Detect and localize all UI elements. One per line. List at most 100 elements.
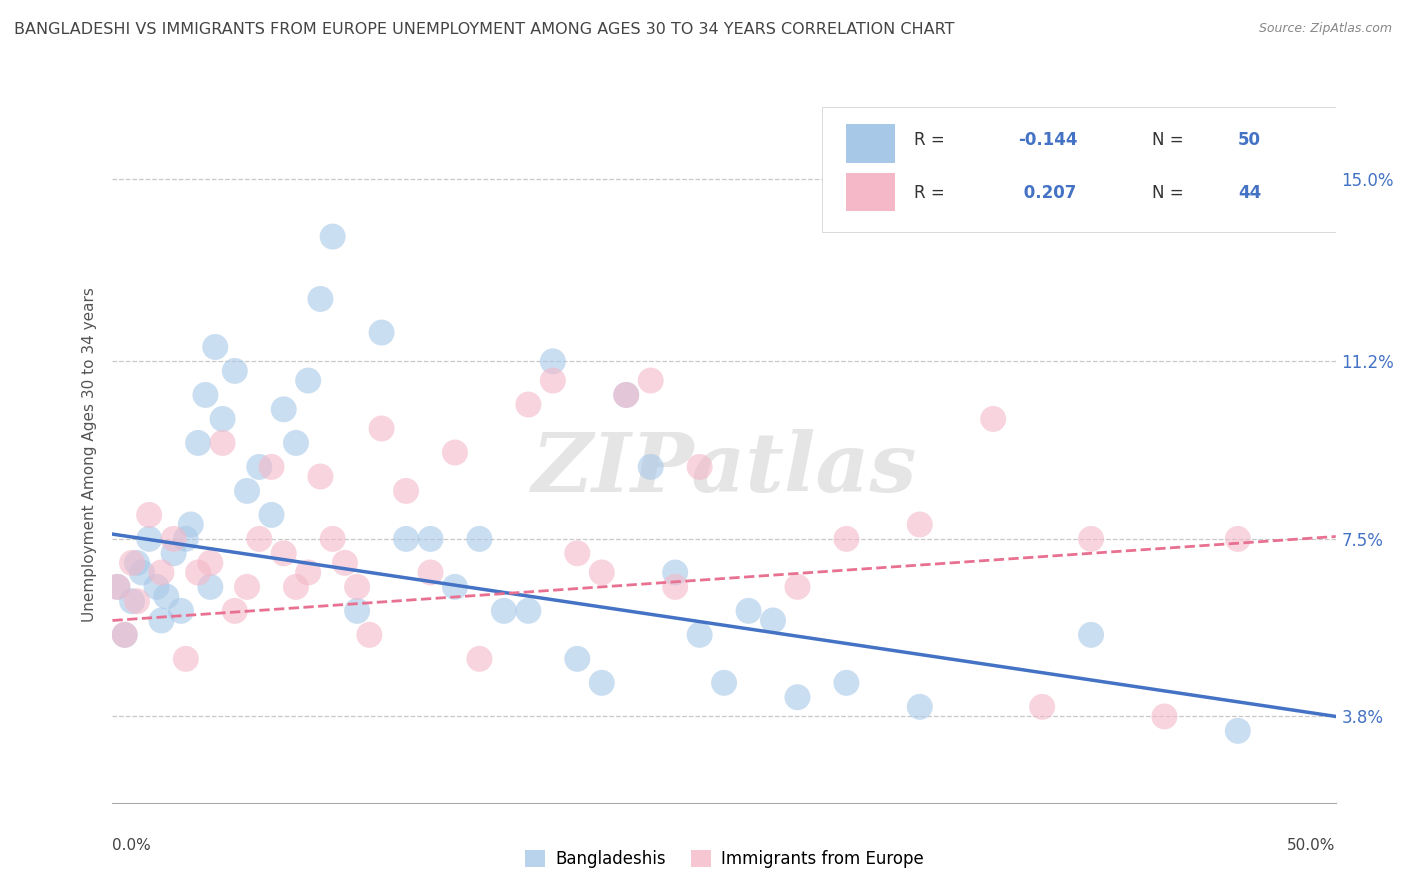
Point xyxy=(150,614,173,628)
Point xyxy=(180,517,202,532)
Point xyxy=(1153,709,1175,723)
Text: 44: 44 xyxy=(1237,184,1261,202)
Point xyxy=(260,459,283,474)
Point xyxy=(187,436,209,450)
Point xyxy=(131,566,153,580)
Point xyxy=(284,436,308,450)
Point xyxy=(444,580,467,594)
Point xyxy=(762,614,785,628)
Point xyxy=(981,412,1004,426)
Point xyxy=(247,459,270,474)
Point xyxy=(211,436,233,450)
Point xyxy=(541,354,564,368)
Point xyxy=(204,340,226,354)
Point xyxy=(322,229,344,244)
Point xyxy=(395,483,418,498)
Point xyxy=(713,676,735,690)
Point xyxy=(297,566,319,580)
Point xyxy=(200,556,222,570)
Point xyxy=(517,604,540,618)
Point xyxy=(174,532,197,546)
Point xyxy=(155,590,177,604)
Text: 50.0%: 50.0% xyxy=(1288,838,1336,854)
Point xyxy=(150,566,173,580)
Point xyxy=(333,556,356,570)
Point xyxy=(138,532,160,546)
Point xyxy=(114,628,136,642)
FancyBboxPatch shape xyxy=(846,124,896,162)
Point xyxy=(284,580,308,594)
Point xyxy=(105,580,128,594)
Point xyxy=(224,604,246,618)
Point xyxy=(359,628,381,642)
Point xyxy=(1226,723,1249,738)
Point xyxy=(370,326,392,340)
Point xyxy=(200,580,222,594)
Point xyxy=(591,566,613,580)
Point xyxy=(419,566,441,580)
Point xyxy=(170,604,193,618)
Point xyxy=(145,580,167,594)
Point xyxy=(1080,532,1102,546)
Point xyxy=(105,580,128,594)
Point xyxy=(835,676,858,690)
Text: ZIPatlas: ZIPatlas xyxy=(531,429,917,508)
Point xyxy=(163,532,186,546)
Point xyxy=(419,532,441,546)
Point xyxy=(1080,628,1102,642)
Point xyxy=(1226,532,1249,546)
Point xyxy=(236,580,259,594)
Point xyxy=(664,566,686,580)
Point xyxy=(614,388,637,402)
Text: 0.207: 0.207 xyxy=(1018,184,1076,202)
Text: BANGLADESHI VS IMMIGRANTS FROM EUROPE UNEMPLOYMENT AMONG AGES 30 TO 34 YEARS COR: BANGLADESHI VS IMMIGRANTS FROM EUROPE UN… xyxy=(14,22,955,37)
Point xyxy=(273,546,295,560)
Point xyxy=(163,546,186,560)
Point xyxy=(835,532,858,546)
Point xyxy=(260,508,283,522)
Point xyxy=(174,652,197,666)
Point xyxy=(346,604,368,618)
Point xyxy=(211,412,233,426)
Point xyxy=(1031,699,1053,714)
Text: 0.0%: 0.0% xyxy=(112,838,152,854)
Point xyxy=(247,532,270,546)
Text: R =: R = xyxy=(914,131,945,149)
Text: Source: ZipAtlas.com: Source: ZipAtlas.com xyxy=(1258,22,1392,36)
Text: 50: 50 xyxy=(1237,131,1261,149)
Point xyxy=(640,459,662,474)
Point xyxy=(395,532,418,546)
Point xyxy=(492,604,515,618)
Point xyxy=(121,556,143,570)
Point xyxy=(640,374,662,388)
Point xyxy=(194,388,217,402)
Point xyxy=(541,374,564,388)
Point xyxy=(908,517,931,532)
Point xyxy=(309,469,332,483)
Point xyxy=(370,421,392,435)
Point xyxy=(468,652,491,666)
Text: R =: R = xyxy=(914,184,945,202)
Point xyxy=(125,556,148,570)
FancyBboxPatch shape xyxy=(846,173,896,211)
Point xyxy=(689,628,711,642)
Point xyxy=(309,292,332,306)
Point xyxy=(273,402,295,417)
Point xyxy=(737,604,759,618)
Point xyxy=(138,508,160,522)
Point xyxy=(689,459,711,474)
Point xyxy=(187,566,209,580)
Legend: Bangladeshis, Immigrants from Europe: Bangladeshis, Immigrants from Europe xyxy=(519,843,929,874)
Point xyxy=(322,532,344,546)
Point xyxy=(591,676,613,690)
Point xyxy=(444,445,467,459)
Point xyxy=(786,580,808,594)
Point xyxy=(297,374,319,388)
Point xyxy=(468,532,491,546)
Point xyxy=(125,594,148,608)
Point xyxy=(664,580,686,594)
Point xyxy=(908,699,931,714)
Text: N =: N = xyxy=(1153,131,1184,149)
Text: N =: N = xyxy=(1153,184,1184,202)
Point xyxy=(346,580,368,594)
